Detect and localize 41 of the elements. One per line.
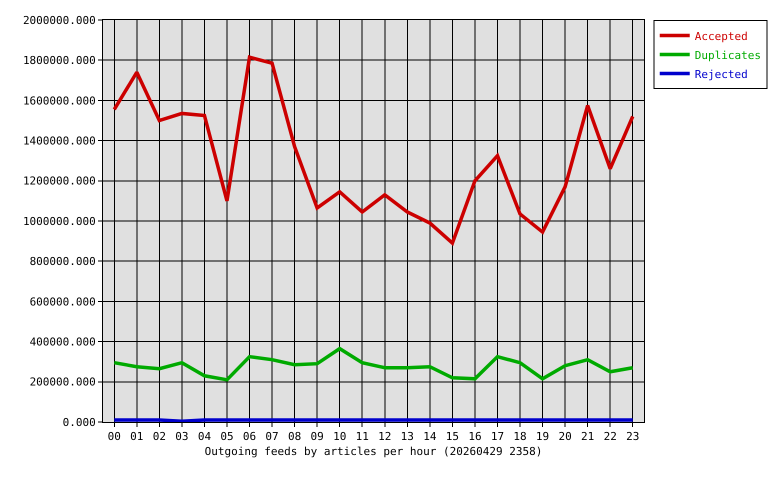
x-tick-label: 00 [108,430,121,444]
x-tick-label: 01 [130,430,144,444]
y-tick-label: 1800000.000 [22,54,96,68]
x-tick-label: 02 [152,430,166,444]
x-tick-label: 13 [400,430,414,444]
x-tick-label: 07 [265,430,279,444]
x-tick-label: 03 [175,430,189,444]
y-tick-label: 1600000.000 [22,94,96,108]
y-tick-label: 600000.000 [30,295,96,308]
x-tick-label: 11 [356,430,369,444]
legend-label: Rejected [694,68,748,81]
x-tick-label: 05 [220,430,234,444]
y-tick-label: 1000000.000 [22,214,96,228]
x-tick-label: 18 [513,430,527,444]
x-tick-label: 08 [288,430,302,444]
x-tick-label: 15 [446,430,460,444]
y-tick-label: 400000.000 [30,335,96,348]
y-tick-label: 200000.000 [30,376,96,389]
x-tick-label: 22 [604,430,617,444]
text: Outgoing feeds by articles per hour (20260429 2358) [204,445,542,458]
x-tick-label: 10 [333,430,346,444]
legend-label: Accepted [694,30,748,43]
x-tick-label: 12 [378,430,392,444]
x-tick-label: 06 [242,430,256,444]
y-tick-label: 2000000.000 [22,14,96,27]
y-tick-label: 0.000 [62,416,96,429]
x-tick-label: 14 [423,430,437,444]
x-tick-label: 04 [198,430,212,444]
legend-label: Duplicates [694,48,761,62]
x-tick-label: 20 [558,430,572,444]
y-tick-label: 1400000.000 [22,134,96,148]
y-tick-label: 800000.000 [30,255,96,268]
x-tick-label: 19 [536,430,550,444]
x-tick-label: 21 [581,430,594,444]
line-series [112,55,634,245]
x-tick-label: 23 [626,430,640,444]
y-tick-label: 1200000.000 [22,174,96,188]
line-series [112,346,634,382]
x-tick-label: 09 [310,430,324,444]
x-tick-label: 16 [468,430,482,444]
x-tick-label: 17 [490,430,504,444]
